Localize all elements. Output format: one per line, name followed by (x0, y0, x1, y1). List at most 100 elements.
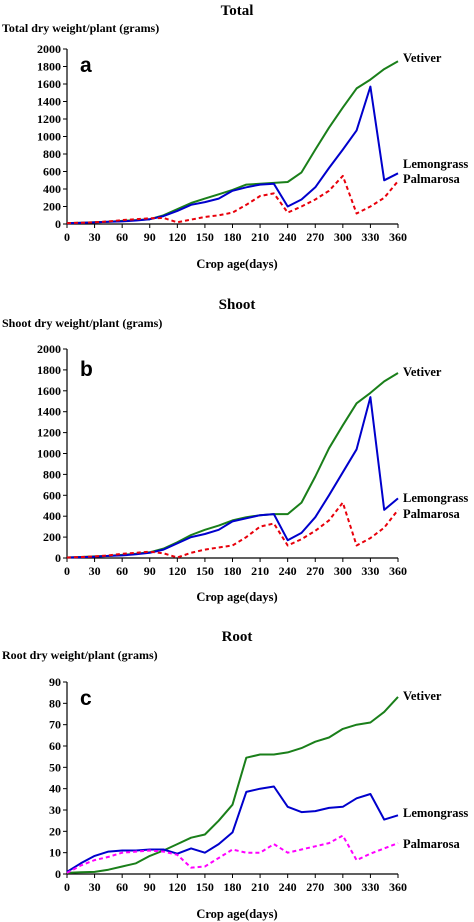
y-tick-label: 40 (49, 782, 61, 796)
y-axis-label: Root dry weight/plant (grams) (2, 648, 158, 662)
y-tick-label: 0 (55, 867, 61, 881)
series-label-vetiver: Vetiver (403, 689, 442, 703)
x-tick-label: 0 (64, 230, 70, 244)
panel-letter: a (80, 54, 92, 77)
x-tick-label: 60 (116, 230, 128, 244)
chart-panel-a: Total Total dry weight/plant (grams) Crop … (2, 3, 468, 271)
x-tick-label: 150 (196, 880, 214, 894)
y-tick-label: 50 (49, 760, 61, 774)
x-tick-label: 90 (144, 564, 156, 578)
y-tick-label: 200 (43, 200, 61, 214)
y-tick-label: 70 (49, 718, 61, 732)
x-tick-label: 120 (168, 230, 186, 244)
y-tick-label: 1000 (37, 447, 61, 461)
x-tick-label: 30 (89, 230, 101, 244)
x-tick-label: 180 (224, 880, 242, 894)
y-tick-label: 20 (49, 824, 61, 838)
x-tick-label: 240 (279, 564, 297, 578)
x-tick-label: 30 (89, 880, 101, 894)
series-label-vetiver: Vetiver (403, 51, 442, 65)
series-label-palmarosa: Palmarosa (403, 507, 460, 521)
chart-title: Shoot (219, 297, 256, 313)
x-tick-label: 90 (144, 880, 156, 894)
series-label-palmarosa: Palmarosa (403, 172, 460, 186)
chart-title: Root (222, 629, 253, 645)
y-tick-label: 1200 (37, 112, 61, 126)
x-tick-label: 240 (279, 880, 297, 894)
x-tick-label: 60 (116, 880, 128, 894)
x-axis-label: Crop age(days) (196, 590, 277, 604)
y-tick-label: 1600 (37, 384, 61, 398)
chart-panel-b: Shoot Shoot dry weight/plant (grams) Crop … (2, 297, 468, 604)
y-tick-label: 1600 (37, 77, 61, 91)
x-tick-label: 0 (64, 564, 70, 578)
y-tick-label: 400 (43, 509, 61, 523)
y-tick-label: 90 (49, 675, 61, 689)
y-tick-label: 2000 (37, 42, 61, 56)
x-tick-label: 120 (168, 880, 186, 894)
x-axis-label: Crop age(days) (196, 257, 277, 271)
y-axis-label: Total dry weight/plant (grams) (2, 21, 159, 35)
x-tick-label: 90 (144, 230, 156, 244)
y-tick-label: 1200 (37, 426, 61, 440)
x-tick-label: 270 (306, 564, 324, 578)
series-line-lemongrass (66, 396, 399, 559)
y-tick-label: 2000 (37, 342, 61, 356)
x-tick-label: 300 (334, 880, 352, 894)
y-tick-label: 200 (43, 530, 61, 544)
y-tick-label: 400 (43, 182, 61, 196)
x-tick-label: 120 (168, 564, 186, 578)
x-tick-label: 270 (306, 230, 324, 244)
y-tick-label: 1400 (37, 405, 61, 419)
y-tick-label: 600 (43, 488, 61, 502)
series-line-palmarosa (66, 501, 399, 559)
panel-letter: c (80, 687, 92, 710)
series-label-lemongrass: Lemongrass (403, 157, 468, 171)
x-tick-label: 150 (196, 230, 214, 244)
series-line-palmarosa (66, 834, 399, 874)
series-line-lemongrass (66, 85, 399, 225)
x-tick-label: 330 (361, 880, 379, 894)
x-tick-label: 360 (389, 564, 407, 578)
series-line-lemongrass (66, 785, 399, 873)
x-tick-label: 0 (64, 880, 70, 894)
series-label-lemongrass: Lemongrass (403, 806, 468, 820)
x-tick-label: 150 (196, 564, 214, 578)
y-tick-label: 600 (43, 165, 61, 179)
y-tick-label: 80 (49, 696, 61, 710)
y-tick-label: 1400 (37, 95, 61, 109)
series-label-lemongrass: Lemongrass (403, 491, 468, 505)
x-tick-label: 330 (361, 564, 379, 578)
y-tick-label: 10 (49, 846, 61, 860)
x-tick-label: 60 (116, 564, 128, 578)
x-axis-label: Crop age(days) (196, 907, 277, 921)
x-tick-label: 180 (224, 564, 242, 578)
x-tick-label: 210 (251, 230, 269, 244)
y-tick-label: 60 (49, 739, 61, 753)
series-line-vetiver (66, 696, 399, 874)
chart-title: Total (221, 3, 254, 19)
y-tick-label: 1800 (37, 363, 61, 377)
x-tick-label: 270 (306, 880, 324, 894)
x-tick-label: 360 (389, 230, 407, 244)
panel-letter: b (80, 358, 93, 381)
x-tick-label: 300 (334, 564, 352, 578)
y-tick-label: 1800 (37, 60, 61, 74)
x-tick-label: 30 (89, 564, 101, 578)
x-tick-label: 360 (389, 880, 407, 894)
y-tick-label: 30 (49, 803, 61, 817)
chart-panel-c: Root Root dry weight/plant (grams) Crop ag… (2, 629, 468, 921)
x-tick-label: 210 (251, 880, 269, 894)
x-tick-label: 240 (279, 230, 297, 244)
y-tick-label: 800 (43, 147, 61, 161)
x-tick-label: 300 (334, 230, 352, 244)
series-line-vetiver (66, 372, 399, 559)
x-tick-label: 330 (361, 230, 379, 244)
series-line-palmarosa (66, 174, 399, 225)
y-axis-label: Shoot dry weight/plant (grams) (2, 316, 162, 330)
y-tick-label: 0 (55, 217, 61, 231)
series-label-vetiver: Vetiver (403, 365, 442, 379)
x-tick-label: 210 (251, 564, 269, 578)
x-tick-label: 180 (224, 230, 242, 244)
